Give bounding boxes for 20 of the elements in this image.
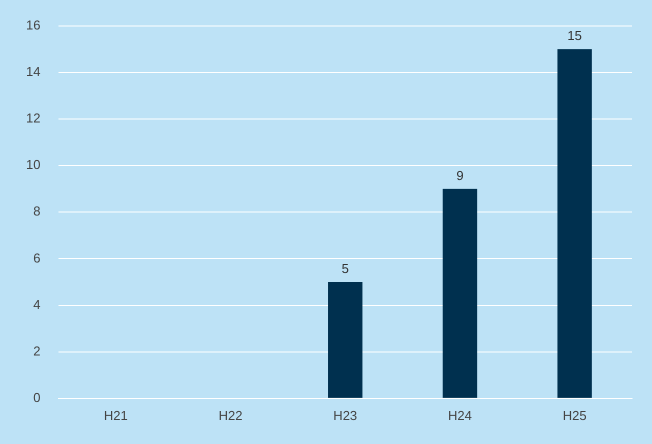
y-tick-label: 8 [33, 204, 40, 219]
x-tick-label: H22 [218, 408, 242, 423]
y-tick-label: 0 [33, 390, 40, 405]
x-tick-label: H25 [562, 408, 587, 423]
data-label: 15 [567, 28, 582, 44]
data-label: 5 [342, 261, 349, 276]
y-tick-label: 16 [26, 17, 40, 32]
data-label: 9 [456, 168, 464, 183]
bar [557, 49, 592, 398]
bar [442, 188, 478, 398]
y-tick-label: 2 [33, 343, 40, 358]
y-tick-label: 10 [26, 157, 40, 172]
x-tick-label: H24 [448, 408, 472, 423]
y-tick-label: 6 [33, 250, 40, 266]
y-tick-label: 12 [26, 110, 40, 126]
x-tick-label: H21 [104, 408, 128, 423]
y-tick-label: 14 [26, 64, 40, 79]
x-tick-label: H23 [333, 408, 358, 423]
bar [328, 282, 362, 398]
y-tick-label: 4 [33, 296, 40, 312]
